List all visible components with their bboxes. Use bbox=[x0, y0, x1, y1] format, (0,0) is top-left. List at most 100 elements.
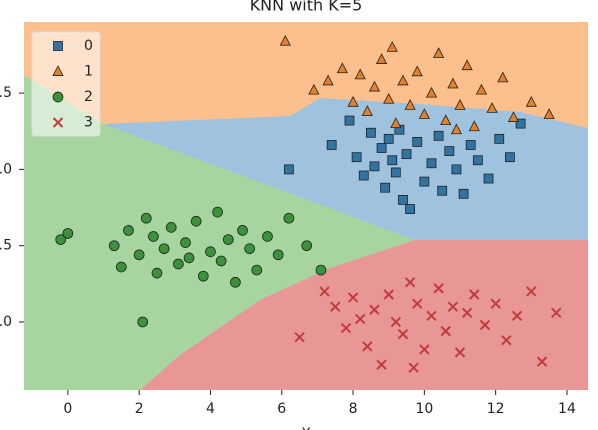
point bbox=[358, 170, 369, 181]
point bbox=[354, 313, 366, 325]
x-tick-label: 4 bbox=[206, 401, 215, 417]
point bbox=[180, 237, 191, 248]
point bbox=[437, 185, 448, 196]
point bbox=[411, 65, 423, 77]
point bbox=[551, 307, 562, 319]
legend-marker bbox=[52, 65, 64, 76]
point bbox=[454, 347, 466, 358]
point bbox=[469, 289, 480, 300]
y-tick-label: 7.5 bbox=[0, 85, 12, 101]
legend-marker bbox=[52, 91, 64, 103]
point bbox=[425, 86, 438, 98]
point bbox=[272, 249, 284, 261]
x-tick-label: 6 bbox=[277, 401, 286, 417]
point bbox=[419, 344, 430, 355]
point bbox=[408, 362, 419, 373]
point bbox=[515, 118, 526, 129]
point bbox=[433, 130, 444, 141]
point bbox=[326, 140, 337, 150]
point bbox=[486, 102, 498, 113]
legend-marker bbox=[52, 117, 64, 128]
point bbox=[404, 277, 416, 288]
point bbox=[390, 316, 402, 328]
x-axis-label: X bbox=[301, 426, 311, 430]
point bbox=[279, 34, 291, 46]
point bbox=[479, 319, 491, 331]
point bbox=[151, 267, 163, 279]
legend-entry: 3 bbox=[52, 115, 93, 131]
point bbox=[447, 77, 459, 89]
point bbox=[368, 80, 381, 92]
point bbox=[308, 83, 320, 95]
point bbox=[190, 215, 202, 227]
point bbox=[543, 108, 555, 119]
point bbox=[418, 108, 430, 119]
legend-entry: 0 bbox=[53, 38, 93, 54]
point bbox=[319, 286, 330, 297]
point bbox=[501, 335, 512, 346]
point bbox=[165, 222, 177, 233]
point bbox=[397, 74, 409, 86]
point bbox=[426, 158, 437, 169]
point bbox=[212, 206, 223, 218]
point bbox=[108, 240, 120, 252]
legend-marker bbox=[53, 41, 63, 51]
point bbox=[369, 304, 380, 315]
point bbox=[433, 47, 445, 58]
point bbox=[405, 204, 416, 214]
point bbox=[447, 301, 459, 312]
legend-label: 2 bbox=[84, 89, 93, 105]
point bbox=[433, 283, 444, 294]
point bbox=[440, 325, 451, 337]
point bbox=[140, 212, 152, 224]
point bbox=[426, 310, 437, 322]
point bbox=[205, 246, 216, 258]
y-tick-label: 5.0 bbox=[0, 161, 12, 177]
point bbox=[507, 111, 520, 122]
point bbox=[497, 71, 509, 83]
legend-label: 3 bbox=[84, 115, 93, 131]
point bbox=[454, 99, 466, 110]
point bbox=[123, 225, 134, 236]
point bbox=[55, 234, 67, 245]
y-tick-label: 2.5 bbox=[0, 238, 12, 254]
point bbox=[173, 258, 184, 270]
point bbox=[244, 243, 256, 255]
x-tick-label: 8 bbox=[349, 401, 358, 417]
point bbox=[315, 264, 327, 276]
point bbox=[283, 212, 295, 224]
point bbox=[330, 301, 341, 312]
point bbox=[412, 298, 423, 309]
point bbox=[511, 310, 523, 322]
x-tick-label: 0 bbox=[63, 401, 72, 417]
point bbox=[158, 243, 170, 255]
point bbox=[362, 341, 373, 352]
legend-entry: 2 bbox=[52, 89, 93, 105]
legend-label: 1 bbox=[84, 64, 93, 80]
point bbox=[536, 356, 548, 367]
point bbox=[222, 234, 234, 245]
point bbox=[148, 231, 159, 242]
point bbox=[347, 95, 359, 107]
point bbox=[251, 264, 263, 276]
point bbox=[351, 152, 362, 163]
legend-label: 0 bbox=[84, 38, 93, 54]
point bbox=[62, 228, 74, 239]
point bbox=[322, 74, 334, 86]
x-tick-label: 12 bbox=[487, 401, 505, 417]
point bbox=[230, 276, 241, 288]
region-green bbox=[24, 75, 415, 390]
point bbox=[483, 173, 494, 184]
point bbox=[525, 95, 537, 107]
y-tick-label: 0.0 bbox=[0, 314, 12, 330]
point bbox=[197, 270, 209, 282]
point bbox=[365, 127, 376, 138]
point bbox=[369, 161, 380, 172]
point bbox=[215, 255, 227, 267]
point bbox=[472, 155, 483, 166]
point bbox=[461, 307, 473, 319]
point bbox=[468, 120, 480, 132]
region-blue bbox=[103, 98, 588, 240]
legend-entry: 1 bbox=[52, 64, 93, 80]
